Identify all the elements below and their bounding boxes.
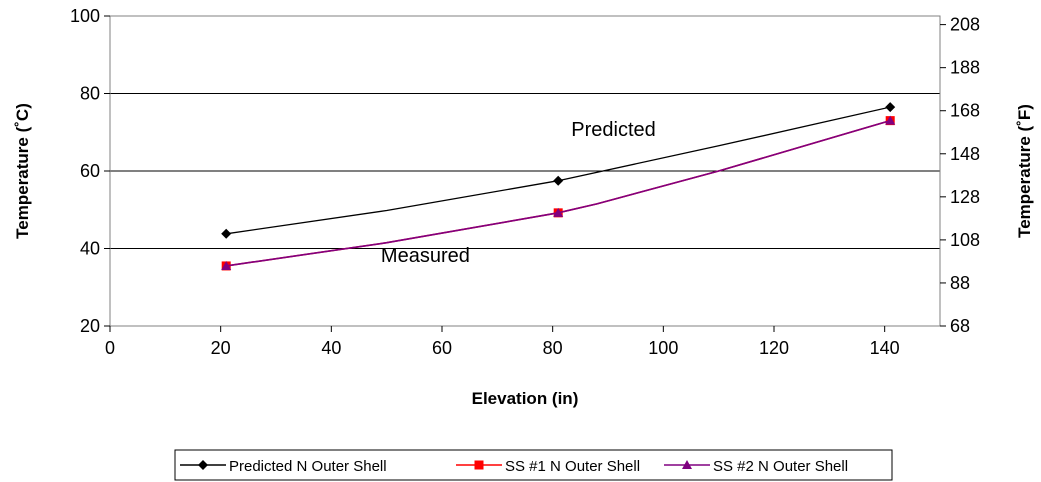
y-axis-right: 68 88 108 128 148 168 188 208 <box>940 15 980 336</box>
x-tick-label-60: 60 <box>432 338 452 358</box>
series-0 <box>221 102 896 239</box>
series-1-line <box>226 119 891 267</box>
y2-tick-label-88: 88 <box>950 273 970 293</box>
y-axis-left: 20 40 60 80 100 <box>70 6 110 336</box>
y-axis-right-title: Temperature (˚F) <box>1015 104 1034 238</box>
series-layer <box>221 102 896 271</box>
series-2-point-0 <box>221 260 232 270</box>
legend-label-predicted: Predicted N Outer Shell <box>229 458 387 475</box>
legend-label-ss2: SS #2 N Outer Shell <box>713 458 848 475</box>
x-tick-label-140: 140 <box>870 338 900 358</box>
legend-label-ss1: SS #1 N Outer Shell <box>505 458 640 475</box>
series-0-point-2 <box>885 102 896 113</box>
series-1 <box>221 116 895 271</box>
y2-tick-label-108: 108 <box>950 230 980 250</box>
x-axis: 0 20 40 60 80 100 120 140 <box>105 326 900 358</box>
x-tick-label-100: 100 <box>648 338 678 358</box>
y2-tick-label-148: 148 <box>950 144 980 164</box>
y-tick-label-100: 100 <box>70 6 100 26</box>
y-tick-label-60: 60 <box>80 161 100 181</box>
x-axis-title: Elevation (in) <box>472 389 579 408</box>
series-2-point-2 <box>885 115 896 125</box>
x-tick-label-20: 20 <box>211 338 231 358</box>
y2-tick-label-208: 208 <box>950 15 980 35</box>
x-tick-label-120: 120 <box>759 338 789 358</box>
y2-tick-label-168: 168 <box>950 101 980 121</box>
y-tick-label-20: 20 <box>80 316 100 336</box>
annotation-predicted: Predicted <box>571 119 656 141</box>
y2-tick-label-188: 188 <box>950 58 980 78</box>
legend-marker-1 <box>474 460 484 470</box>
annotation-measured: Measured <box>381 245 470 267</box>
series-2 <box>221 115 896 270</box>
x-tick-label-0: 0 <box>105 338 115 358</box>
series-0-point-0 <box>221 228 232 239</box>
legend-marker-2 <box>682 460 692 469</box>
x-tick-label-80: 80 <box>543 338 563 358</box>
series-2-point-1 <box>553 207 564 217</box>
series-2-line <box>226 119 891 267</box>
x-tick-label-40: 40 <box>321 338 341 358</box>
y2-tick-label-68: 68 <box>950 316 970 336</box>
legend-box <box>174 449 893 481</box>
legend: Predicted N Outer Shell SS #1 N Outer Sh… <box>174 449 893 481</box>
y-axis-left-title: Temperature (˚C) <box>13 103 32 239</box>
y-tick-label-40: 40 <box>80 239 100 259</box>
gridlines <box>110 93 940 249</box>
legend-marker-0 <box>198 460 208 470</box>
y2-tick-label-128: 128 <box>950 187 980 207</box>
y-tick-label-80: 80 <box>80 84 100 104</box>
series-0-point-1 <box>553 175 564 186</box>
